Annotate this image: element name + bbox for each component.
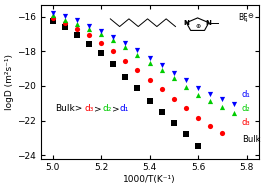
Point <box>99 29 103 32</box>
Point <box>160 88 164 91</box>
Point <box>135 86 140 89</box>
Point <box>75 22 79 25</box>
Point <box>135 53 140 57</box>
Point <box>75 19 79 22</box>
Point <box>196 93 200 96</box>
Point <box>220 105 225 108</box>
Point <box>75 28 79 31</box>
Point <box>111 63 115 66</box>
Point <box>160 110 164 113</box>
Point <box>87 42 91 45</box>
Point <box>111 50 115 53</box>
Text: >: > <box>94 104 102 113</box>
Point <box>208 99 212 102</box>
Point <box>123 41 127 44</box>
Text: BF: BF <box>238 13 247 22</box>
Point <box>147 56 152 59</box>
Point <box>75 34 79 37</box>
Point <box>147 78 152 81</box>
Text: d₃: d₃ <box>242 118 250 127</box>
Point <box>51 20 55 23</box>
Point <box>87 34 91 37</box>
Point <box>123 46 127 49</box>
Point <box>196 145 200 148</box>
Point <box>172 98 176 101</box>
Point <box>208 92 212 95</box>
Point <box>99 33 103 36</box>
Point <box>51 11 55 14</box>
Text: N: N <box>206 20 212 26</box>
Text: d₂: d₂ <box>102 104 111 113</box>
Text: d₃: d₃ <box>84 104 93 113</box>
Point <box>160 64 164 67</box>
Point <box>99 52 103 55</box>
Point <box>87 28 91 31</box>
Point <box>147 99 152 102</box>
Y-axis label: logD (m²s⁻¹): logD (m²s⁻¹) <box>5 54 14 110</box>
Point <box>196 86 200 89</box>
Point <box>184 107 188 110</box>
Text: N: N <box>184 20 189 26</box>
Point <box>123 60 127 63</box>
Point <box>232 111 236 114</box>
Point <box>63 22 67 25</box>
Text: d₁: d₁ <box>120 104 129 113</box>
Point <box>172 122 176 125</box>
Point <box>51 14 55 17</box>
Point <box>63 15 67 18</box>
Point <box>172 77 176 80</box>
Point <box>208 124 212 127</box>
Point <box>135 69 140 72</box>
Point <box>220 98 225 101</box>
Point <box>184 133 188 136</box>
Point <box>147 61 152 64</box>
Point <box>220 131 225 134</box>
Point <box>172 72 176 75</box>
Point <box>99 41 103 44</box>
Point <box>196 116 200 119</box>
X-axis label: 1000/T(K⁻¹): 1000/T(K⁻¹) <box>123 175 176 184</box>
Point <box>51 16 55 19</box>
Text: d₂: d₂ <box>242 104 250 113</box>
Point <box>232 103 236 106</box>
Point <box>87 24 91 27</box>
Text: ⊕: ⊕ <box>195 24 200 29</box>
Text: 4: 4 <box>244 19 247 23</box>
Text: d₁: d₁ <box>242 90 251 99</box>
Text: Bulk: Bulk <box>242 135 260 144</box>
Point <box>63 26 67 29</box>
Point <box>184 85 188 88</box>
Text: Bulk>: Bulk> <box>55 104 82 113</box>
Text: ⊖: ⊖ <box>247 13 253 19</box>
Point <box>135 48 140 51</box>
Point <box>160 69 164 72</box>
Text: >: > <box>112 104 119 113</box>
Point <box>184 78 188 81</box>
Point <box>123 75 127 78</box>
Point <box>111 35 115 38</box>
Point <box>111 39 115 42</box>
Point <box>63 18 67 21</box>
